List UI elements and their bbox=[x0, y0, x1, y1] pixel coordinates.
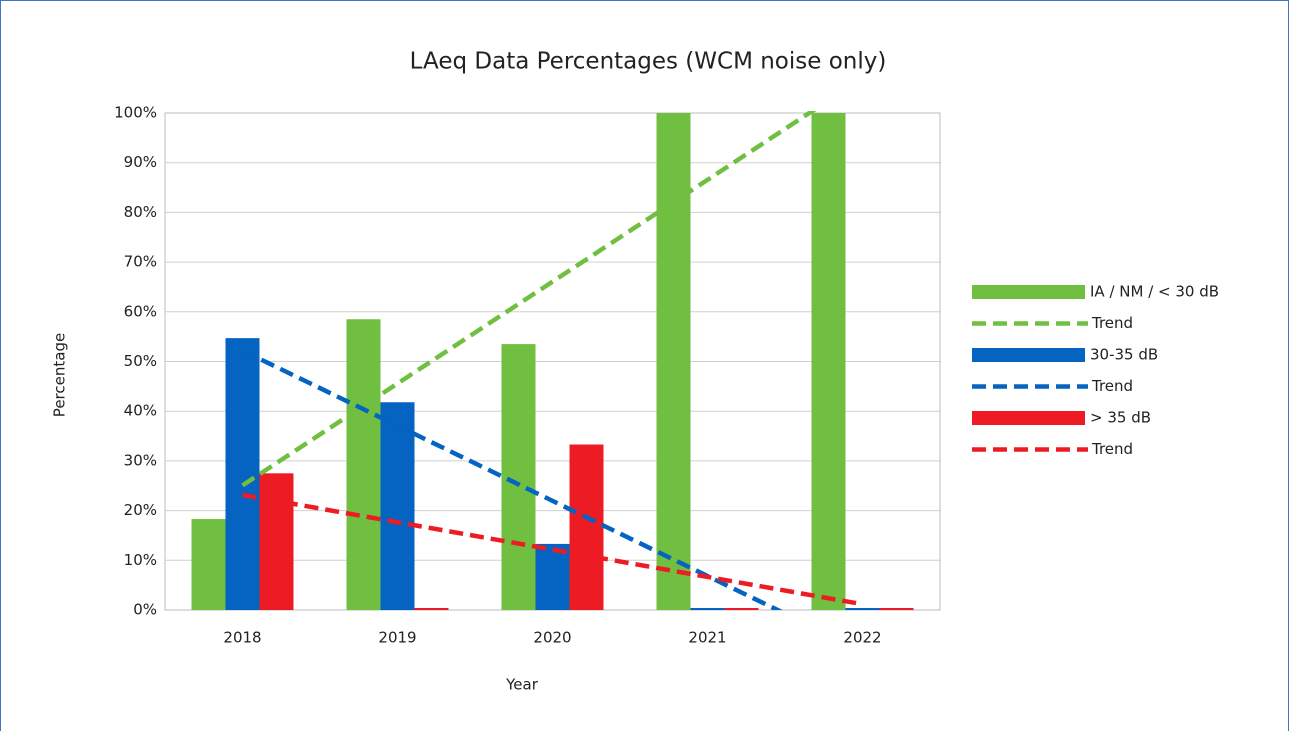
bar bbox=[724, 608, 759, 610]
y-tick-label: 90% bbox=[124, 153, 157, 171]
y-tick-label: 60% bbox=[124, 302, 157, 320]
y-tick-label: 70% bbox=[124, 253, 157, 271]
y-tick-label: 80% bbox=[124, 203, 157, 221]
legend-label: IA / NM / < 30 dB bbox=[1090, 283, 1219, 301]
legend-label: Trend bbox=[1091, 314, 1133, 332]
trend-line bbox=[241, 111, 817, 488]
x-tick-label: 2022 bbox=[843, 629, 881, 647]
bar bbox=[879, 608, 914, 610]
trend-line bbox=[241, 348, 783, 610]
legend-swatch bbox=[972, 348, 1085, 362]
bar bbox=[501, 344, 536, 610]
bar bbox=[191, 519, 226, 610]
y-tick-label: 40% bbox=[124, 402, 157, 420]
bar bbox=[380, 402, 415, 610]
legend-label: > 35 dB bbox=[1090, 409, 1151, 427]
bar bbox=[656, 113, 691, 610]
bar bbox=[414, 608, 449, 610]
y-tick-label: 50% bbox=[124, 352, 157, 370]
legend-label: Trend bbox=[1091, 377, 1133, 395]
x-tick-label: 2020 bbox=[533, 629, 571, 647]
bar bbox=[690, 608, 725, 610]
legend-swatch bbox=[972, 285, 1085, 299]
x-axis-label: Year bbox=[505, 676, 539, 694]
bar bbox=[845, 608, 880, 610]
legend-label: 30-35 dB bbox=[1090, 346, 1158, 364]
x-tick-label: 2018 bbox=[223, 629, 261, 647]
y-tick-label: 30% bbox=[124, 451, 157, 469]
y-tick-label: 100% bbox=[114, 104, 157, 122]
bar bbox=[811, 113, 846, 610]
legend-swatch bbox=[972, 411, 1085, 425]
y-axis-label: Percentage bbox=[51, 333, 69, 417]
bar bbox=[225, 338, 260, 610]
bar bbox=[346, 319, 381, 610]
y-tick-label: 20% bbox=[124, 501, 157, 519]
y-tick-label: 10% bbox=[124, 551, 157, 569]
x-tick-label: 2021 bbox=[688, 629, 726, 647]
chart-title: LAeq Data Percentages (WCM noise only) bbox=[410, 49, 887, 75]
bar bbox=[569, 444, 604, 610]
y-tick-label: 0% bbox=[133, 601, 157, 619]
x-tick-label: 2019 bbox=[378, 629, 416, 647]
bar bbox=[535, 543, 570, 610]
legend-label: Trend bbox=[1091, 440, 1133, 458]
bar bbox=[259, 473, 294, 610]
